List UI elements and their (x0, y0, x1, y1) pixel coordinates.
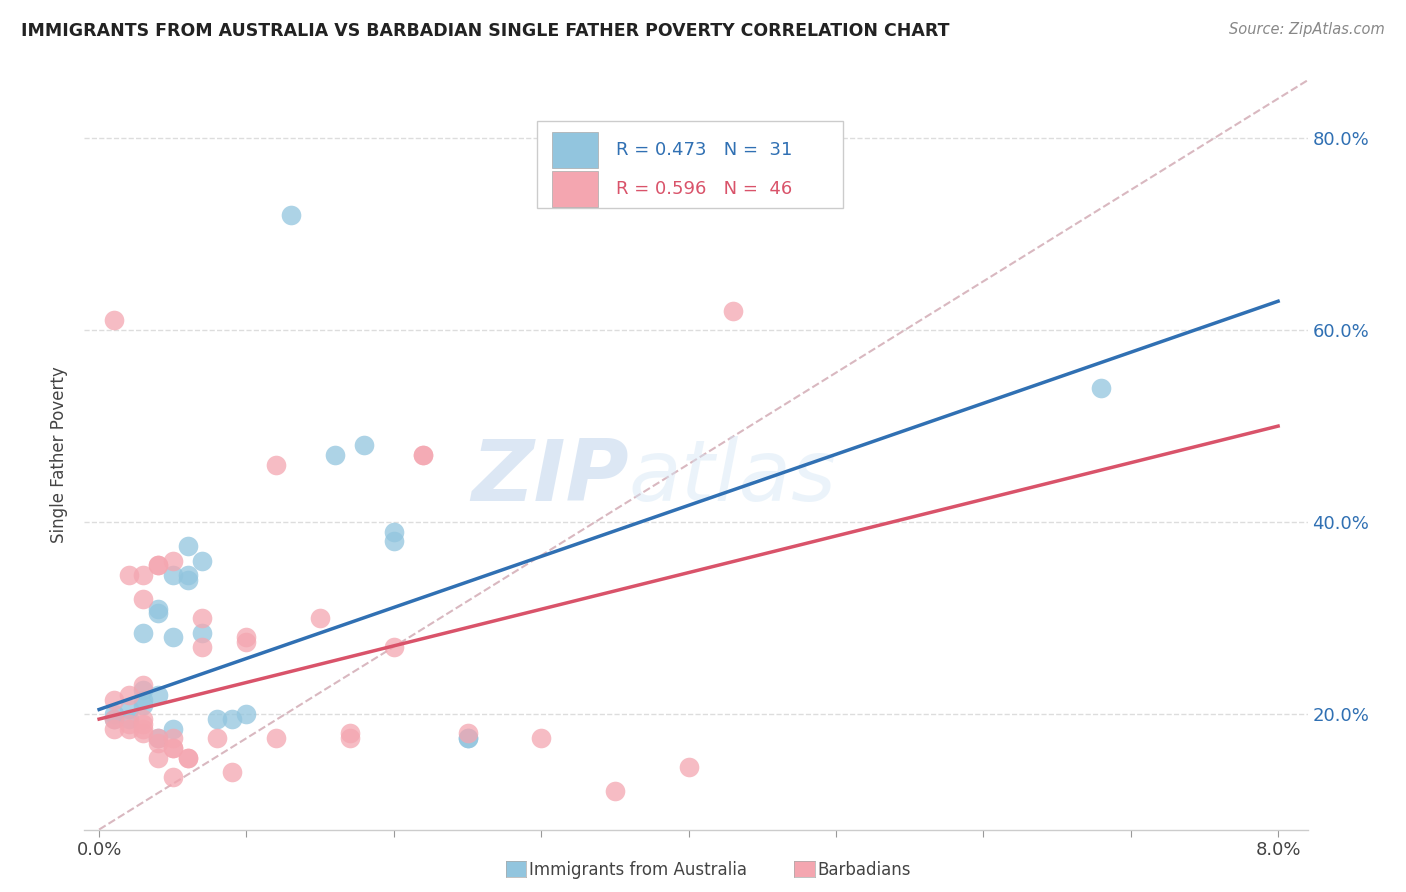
Point (132, 592, 155, 607)
Point (103, 712, 125, 726)
Point (339, 731, 361, 746)
Text: Source: ZipAtlas.com: Source: ZipAtlas.com (1229, 22, 1385, 37)
Y-axis label: Single Father Poverty: Single Father Poverty (51, 367, 69, 543)
Point (176, 539, 198, 553)
Bar (551, 132, 598, 168)
Point (339, 726, 361, 740)
Point (132, 625, 155, 640)
Bar (551, 170, 598, 207)
Point (132, 722, 155, 736)
Point (721, 303, 744, 318)
Text: atlas: atlas (628, 436, 837, 519)
Text: IMMIGRANTS FROM AUSTRALIA VS BARBADIAN SINGLE FATHER POVERTY CORRELATION CHART: IMMIGRANTS FROM AUSTRALIA VS BARBADIAN S… (21, 22, 949, 40)
Point (146, 601, 169, 615)
Point (176, 568, 198, 582)
Point (235, 707, 257, 722)
Point (603, 784, 626, 798)
Point (146, 607, 169, 621)
Text: Immigrants from Australia: Immigrants from Australia (529, 861, 747, 879)
Point (205, 731, 228, 746)
Point (191, 553, 214, 567)
Point (457, 731, 479, 746)
Point (1090, 381, 1112, 395)
Point (162, 740, 184, 755)
FancyBboxPatch shape (537, 121, 842, 208)
Point (280, 208, 302, 222)
Point (117, 717, 139, 731)
Point (162, 631, 184, 645)
Point (264, 731, 287, 746)
Point (162, 740, 184, 755)
Point (103, 313, 125, 327)
Point (205, 712, 228, 726)
Point (323, 448, 346, 462)
Point (146, 558, 169, 573)
Point (353, 438, 375, 452)
Point (221, 712, 243, 726)
Point (176, 573, 198, 587)
Point (146, 731, 169, 746)
Point (412, 448, 434, 462)
Point (309, 611, 332, 625)
Point (117, 688, 139, 702)
Point (132, 678, 155, 692)
Point (146, 750, 169, 764)
Text: ZIP: ZIP (471, 436, 628, 519)
Point (103, 707, 125, 722)
Point (176, 750, 198, 764)
Text: R = 0.473   N =  31: R = 0.473 N = 31 (616, 141, 793, 159)
Point (191, 611, 214, 625)
Point (162, 770, 184, 784)
Point (146, 688, 169, 702)
Point (132, 726, 155, 740)
Point (162, 568, 184, 582)
Point (117, 722, 139, 736)
Point (146, 731, 169, 746)
Point (117, 712, 139, 726)
Point (382, 640, 405, 654)
Point (530, 731, 553, 746)
Text: Barbadians: Barbadians (817, 861, 911, 879)
Point (264, 458, 287, 472)
Point (162, 553, 184, 567)
Point (457, 726, 479, 740)
Point (132, 717, 155, 731)
Point (235, 631, 257, 645)
Point (176, 750, 198, 764)
Point (191, 625, 214, 640)
Point (103, 712, 125, 726)
Point (132, 693, 155, 707)
Point (132, 712, 155, 726)
Point (382, 524, 405, 539)
Point (146, 558, 169, 573)
Point (162, 731, 184, 746)
Point (132, 683, 155, 698)
Point (146, 736, 169, 750)
Point (103, 722, 125, 736)
Point (117, 568, 139, 582)
Point (457, 731, 479, 746)
Point (162, 722, 184, 736)
Point (117, 702, 139, 716)
Point (412, 448, 434, 462)
Text: R = 0.596   N =  46: R = 0.596 N = 46 (616, 179, 793, 198)
Point (235, 635, 257, 649)
Point (132, 698, 155, 712)
Point (221, 764, 243, 779)
Point (382, 534, 405, 549)
Point (103, 693, 125, 707)
Point (191, 640, 214, 654)
Point (132, 568, 155, 582)
Point (678, 760, 700, 774)
